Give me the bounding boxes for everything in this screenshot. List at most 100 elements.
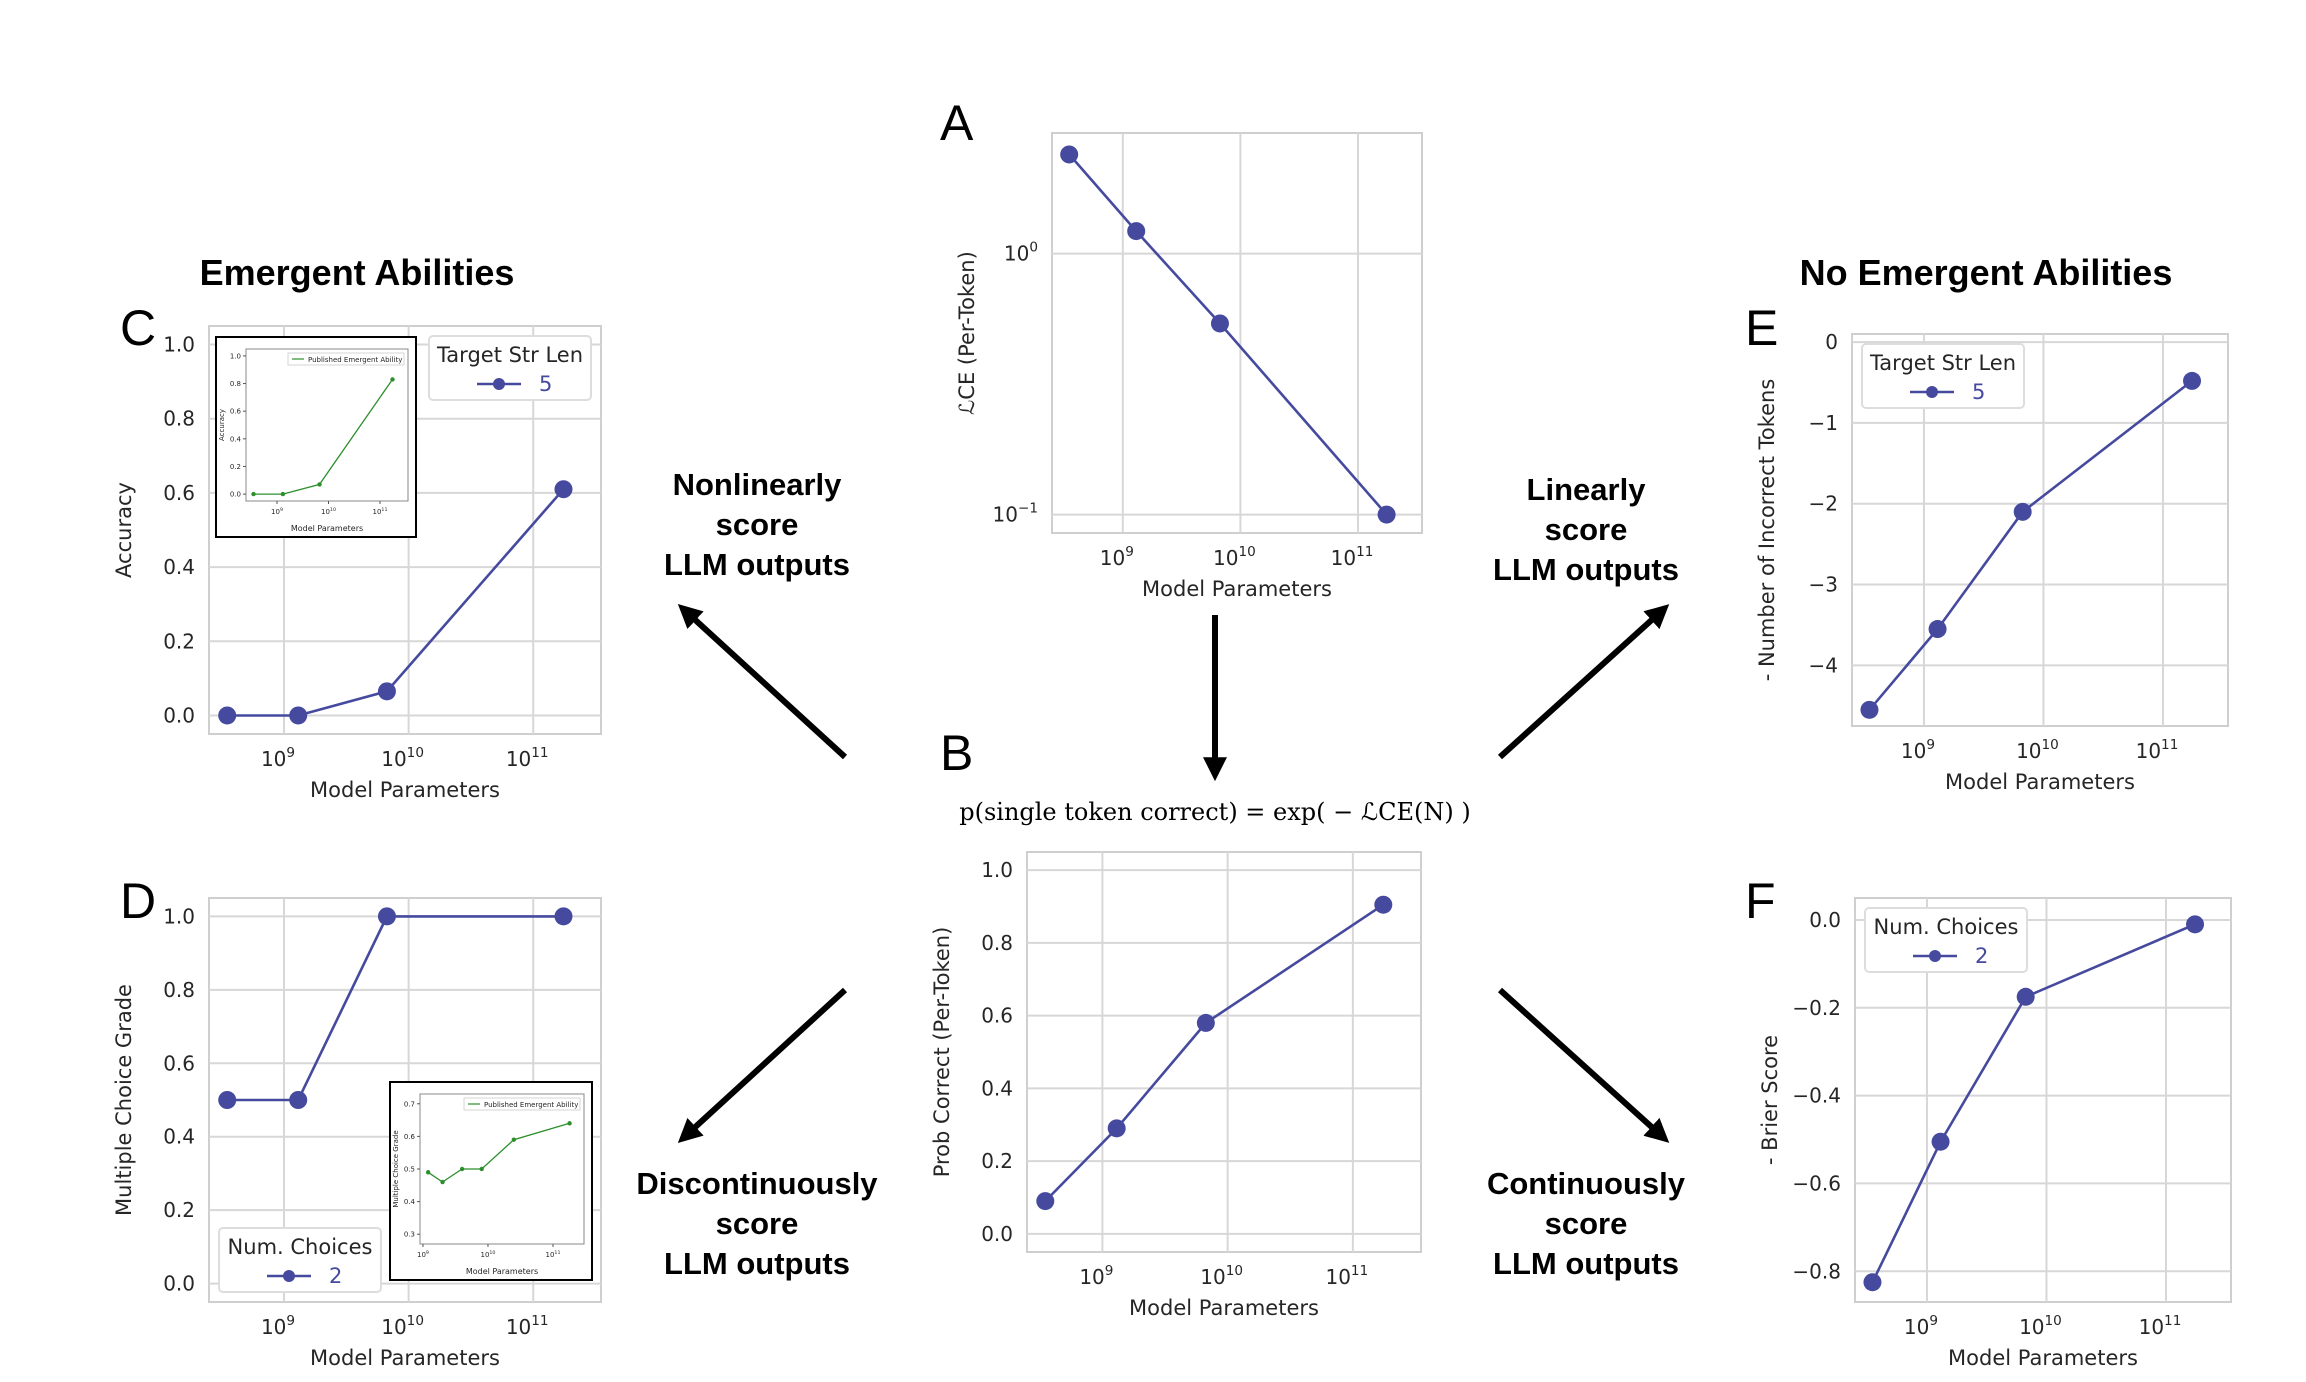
data-point (2016, 987, 2035, 1006)
inset-data-point (440, 1179, 445, 1185)
data-point (1127, 222, 1146, 241)
inset-data-point (317, 482, 322, 487)
inset-data-point (390, 377, 395, 382)
y-tick-label: −4 (1809, 653, 1838, 677)
x-tick-label: 109 (261, 1313, 295, 1339)
data-point (2186, 915, 2205, 934)
arrow-to-f (1497, 987, 1670, 1143)
panel-b: 109 1010 1011 0.0 0.2 0.4 0.6 0.8 1.0 Model Param… (930, 725, 1422, 1320)
series-line (227, 915, 564, 1102)
arrow-to-c (677, 604, 848, 760)
y-tick-label: 0.6 (163, 481, 195, 505)
legend-entry: 2 (1975, 944, 1988, 968)
legend-entry: 5 (1972, 380, 1985, 404)
y-tick-label: 0.0 (163, 703, 195, 727)
inset-series-line (253, 379, 394, 495)
x-tick-label: 1010 (2016, 737, 2059, 763)
data-point (218, 706, 237, 725)
inset-y-axis-label: Accuracy (218, 409, 226, 441)
data-point (1863, 1273, 1882, 1292)
x-tick-label: 1011 (506, 1313, 549, 1339)
legend: Num. Choices 2 (1864, 907, 2028, 973)
x-axis-label: Model Parameters (310, 1346, 500, 1370)
series-line (1068, 153, 1388, 516)
legend-entry: 5 (539, 372, 552, 396)
inset-legend-entry: Published Emergent Ability (484, 1101, 578, 1109)
legend-entry: 2 (329, 1264, 342, 1288)
y-axis-label: Prob Correct (Per-Token) (930, 927, 954, 1178)
legend-title: Num. Choices (1874, 915, 2019, 939)
y-tick-label: 10−1 (993, 501, 1039, 527)
inset-y-tick-label: 1.0 (230, 352, 241, 360)
y-axis-label: ℒCE (Per-Token) (955, 251, 979, 415)
plot-area (1026, 851, 1422, 1253)
y-tick-label: −1 (1809, 411, 1838, 435)
data-point (1931, 1132, 1950, 1151)
inset-y-tick-label: 0.0 (230, 491, 241, 499)
inset-x-axis-label: Model Parameters (466, 1267, 538, 1276)
arrow-to-d (677, 987, 848, 1143)
legend: Num. Choices 2 (218, 1227, 382, 1293)
legend-title: Target Str Len (1869, 351, 2016, 375)
inset-y-tick-label: 0.3 (404, 1231, 415, 1239)
label-discontinuously-line-2: score (716, 1206, 799, 1241)
label-linearly-line-1: Linearly (1527, 472, 1647, 507)
x-tick-label: 1011 (1331, 544, 1374, 570)
data-point (554, 907, 573, 926)
legend: Target Str Len 5 (1861, 343, 2025, 409)
x-tick-label: 1011 (506, 745, 549, 771)
data-point (2183, 371, 2202, 390)
panel-letter: B (940, 725, 973, 781)
y-tick-label: 0.6 (981, 1004, 1013, 1028)
data-point (1210, 314, 1229, 333)
inset-data-point (567, 1121, 572, 1126)
x-tick-label: 109 (1904, 1313, 1938, 1339)
y-tick-label: 0.6 (163, 1051, 195, 1075)
panel-c: 109 1010 1011 0.0 0.2 0.4 0.6 0.8 1.0 Model Param… (112, 300, 602, 802)
y-tick-label: 100 (1004, 240, 1038, 266)
x-axis-label: Model Parameters (1948, 1346, 2138, 1370)
label-nonlinearly-line-2: score (716, 507, 799, 542)
formula-text: p(single token correct) = exp( − ℒCE(N) … (959, 798, 1471, 826)
inset-plot-area (245, 348, 409, 502)
panel-letter: C (120, 300, 156, 356)
x-axis-label: Model Parameters (1142, 577, 1332, 601)
legend-swatch-marker (283, 1270, 295, 1282)
x-tick-label: 1011 (1325, 1263, 1368, 1289)
data-point (1374, 895, 1393, 914)
data-point (289, 1091, 308, 1109)
inset-x-axis-label: Model Parameters (291, 524, 363, 533)
inset-data-point (459, 1166, 465, 1172)
data-point (377, 682, 396, 701)
inset-series-line (427, 1122, 570, 1183)
x-tick-label: 1010 (381, 745, 424, 771)
x-tick-label: 109 (1901, 737, 1935, 763)
y-tick-label: −3 (1809, 573, 1838, 597)
inset-x-tick-label: 109 (271, 507, 283, 516)
inset-x-tick-label: 1010 (321, 507, 336, 516)
inset-data-point (479, 1166, 484, 1172)
data-point (2013, 502, 2032, 521)
y-axis-label: Multiple Choice Grade (112, 984, 136, 1216)
inset-y-tick-label: 0.8 (230, 380, 241, 388)
inset-data-point (251, 491, 256, 497)
y-tick-label: 0.2 (163, 629, 195, 653)
legend: Target Str Len 5 (428, 335, 592, 401)
y-tick-label: 0.8 (981, 931, 1013, 955)
inset-plot-area (419, 1093, 585, 1245)
inset-y-tick-label: 0.2 (230, 463, 241, 471)
x-tick-label: 1010 (2019, 1313, 2062, 1339)
label-discontinuously-line-3: LLM outputs (664, 1246, 850, 1281)
x-tick-label: 109 (1100, 544, 1134, 570)
panel-letter: A (940, 95, 974, 151)
series-line (1044, 903, 1385, 1203)
inset-y-tick-label: 0.7 (404, 1100, 415, 1108)
x-tick-label: 109 (1079, 1263, 1113, 1289)
y-tick-label: 0.2 (163, 1198, 195, 1222)
data-point (218, 1091, 237, 1109)
y-axis-label: Accuracy (112, 482, 136, 578)
y-tick-label: 0.0 (1809, 908, 1841, 932)
inset-data-point (280, 491, 286, 497)
x-axis-label: Model Parameters (1945, 770, 2135, 794)
